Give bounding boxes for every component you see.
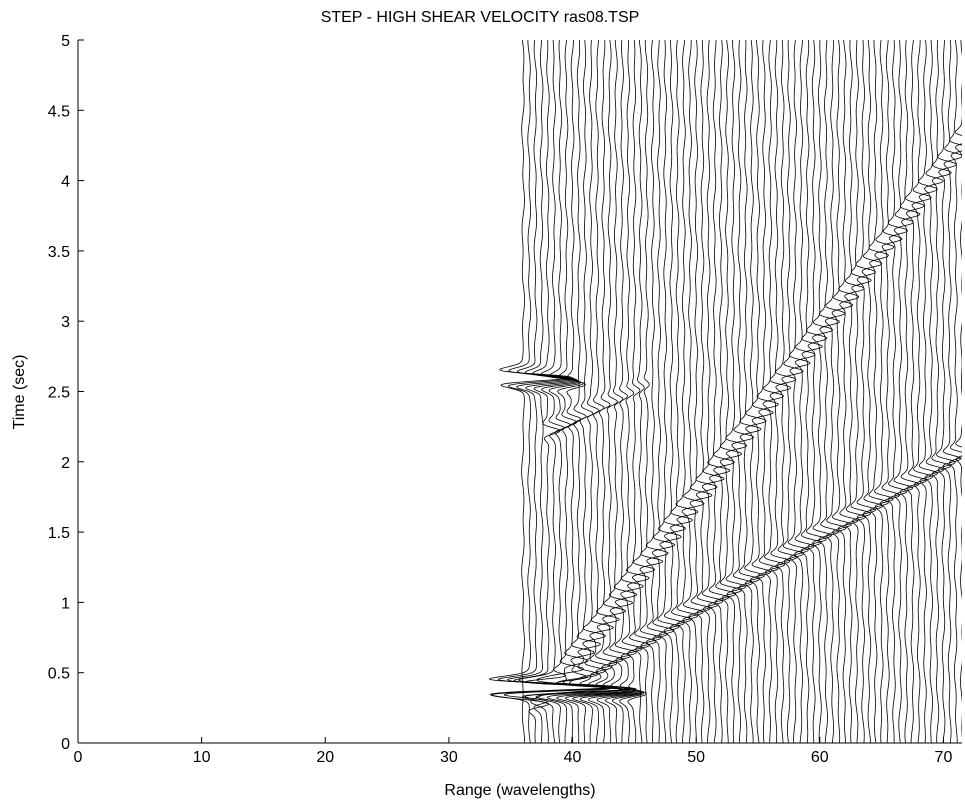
trace [924,39,945,744]
trace [688,39,713,744]
trace [775,39,798,744]
trace [744,39,767,744]
y-tick-label: 0.5 [48,666,70,683]
y-tick-label: 4.5 [48,103,70,120]
trace [794,39,816,744]
trace [787,39,811,744]
trace [831,39,854,744]
trace [602,39,642,744]
trace [652,39,676,744]
trace [861,39,883,744]
trace [524,39,637,744]
trace [750,39,774,744]
y-tick-label: 3.5 [48,244,70,261]
y-tick-label: 2.5 [48,385,70,402]
trace [610,39,643,744]
x-tick-label: 0 [74,749,83,766]
trace [499,39,573,744]
trace [818,39,840,744]
trace [568,39,635,744]
trace [518,39,634,744]
trace [868,39,889,744]
trace [579,39,636,744]
trace [513,39,613,744]
x-tick-label: 50 [687,749,705,766]
y-tick-label: 4 [61,174,70,191]
trace [490,39,617,744]
trace [844,39,866,744]
trace [905,39,927,744]
x-tick-label: 60 [811,749,829,766]
trace [645,39,669,744]
trace [931,39,952,744]
trace [781,39,804,744]
trace [625,39,651,744]
trace [681,39,705,744]
trace [555,39,631,744]
trace [899,39,921,744]
trace [556,39,634,744]
trace [942,39,962,744]
trace [695,39,718,744]
trace [669,39,693,744]
trace [855,39,876,744]
trace [503,39,618,744]
trace [488,39,615,744]
y-tick-label: 0 [61,736,70,753]
x-tick-label: 20 [316,749,334,766]
x-tick-label: 10 [193,749,211,766]
trace [800,39,823,744]
trace [701,39,725,744]
trace [731,39,755,744]
trace [632,39,657,744]
trace [535,39,632,744]
y-tick-label: 2 [61,455,70,472]
chart-title: STEP - HIGH SHEAR VELOCITY ras08.TSP [321,9,640,26]
trace [713,39,737,744]
trace [874,39,895,744]
trace [719,39,743,743]
x-tick-label: 30 [440,749,458,766]
y-tick-label: 1 [61,595,70,612]
trace [639,39,664,744]
trace [893,39,914,744]
trace [725,40,748,744]
trace [596,39,641,744]
x-axis-label: Range (wavelengths) [444,782,595,799]
trace [936,39,957,744]
trace [762,39,785,743]
x-tick-label: 70 [935,749,953,766]
trace [663,40,686,744]
y-tick-label: 3 [61,314,70,331]
trace [738,39,762,744]
trace [805,39,828,744]
trace [880,39,903,744]
trace [887,39,908,744]
trace [949,39,962,744]
trace [850,39,872,744]
trace [675,39,699,744]
trace [911,39,933,744]
y-tick-label: 1.5 [48,525,70,542]
trace [546,39,624,744]
trace [812,39,834,744]
trace [837,39,860,744]
trace [918,39,938,744]
trace [954,39,962,739]
trace [707,39,731,744]
x-tick-label: 40 [564,749,582,766]
y-axis-label: Time (sec) [11,355,28,430]
trace [824,39,847,744]
traces [488,39,962,744]
y-tick-label: 5 [61,33,70,50]
trace [587,39,639,744]
trace [619,40,645,744]
trace [756,39,779,744]
